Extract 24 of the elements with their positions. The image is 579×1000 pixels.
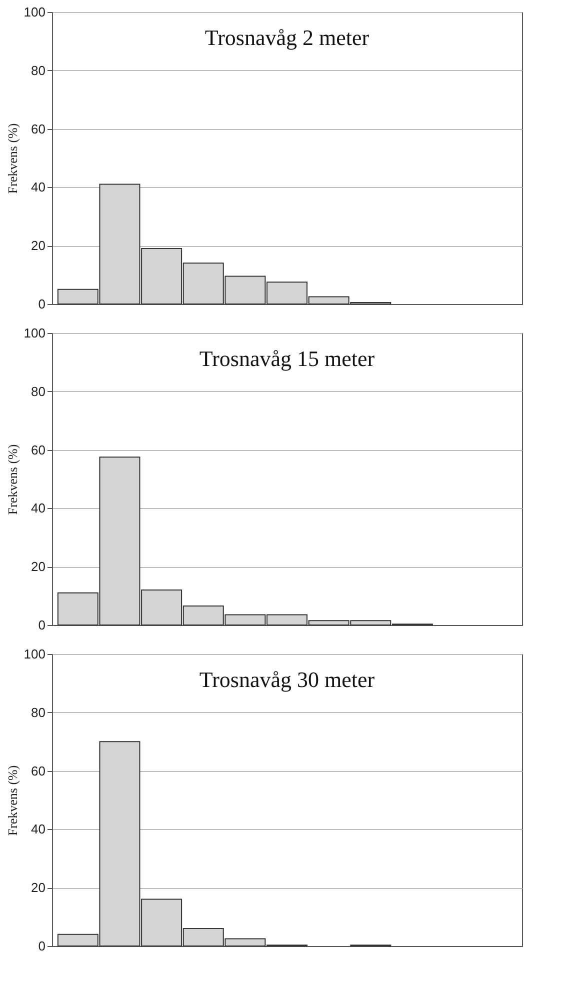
text: Trosnavåg 15 meter [199,346,376,371]
y-tick-label: 100 [24,646,46,662]
y-tick-label: 40 [31,822,46,837]
y-tick-label: 0 [38,938,46,954]
y-tick-label: 40 [31,180,46,195]
text: Trosnavåg 30 meter [199,667,376,692]
y-tick-label: 0 [38,296,46,312]
y-axis-title: Frekvens (%) [4,765,20,836]
y-tick-label: 20 [31,238,46,254]
y-tick-label: 20 [31,880,46,896]
y-tick-label: 100 [24,326,46,340]
y-tick-label: 60 [31,121,46,136]
y-axis-title: Frekvens (%) [4,123,20,194]
y-tick-label: 20 [31,559,46,574]
y-tick-label: 40 [31,500,46,516]
y-tick-label: 0 [38,618,46,632]
y-tick-label: 60 [31,442,46,458]
y-tick-label: 80 [31,62,46,78]
y-tick-label: 100 [24,4,46,20]
text: Trosnavåg 2 meter [204,25,370,50]
y-tick-label: 80 [31,704,46,720]
y-tick-label: 80 [31,384,46,399]
y-axis-title: Frekvens (%) [4,444,20,515]
y-tick-label: 60 [31,763,46,778]
